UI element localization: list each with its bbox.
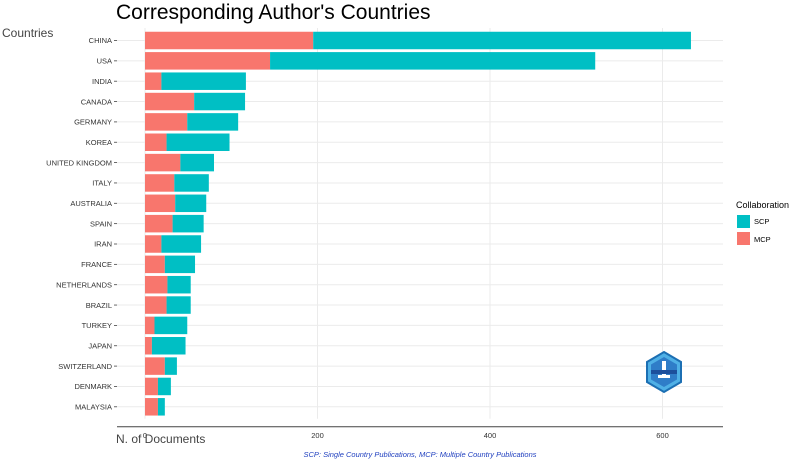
legend-label-scp: SCP xyxy=(754,217,769,226)
bar-scp-korea xyxy=(166,133,230,151)
y-tick-label: CHINA xyxy=(89,36,112,45)
bar-scp-japan xyxy=(151,337,186,355)
y-tick-label: IRAN xyxy=(94,240,112,249)
y-tick-label: UNITED KINGDOM xyxy=(46,158,112,167)
y-tick-label: FRANCE xyxy=(81,260,112,269)
legend: Collaboration SCP MCP xyxy=(736,200,789,245)
bar-mcp-australia xyxy=(145,194,176,213)
bar-mcp-korea xyxy=(145,133,167,151)
bar-scp-italy xyxy=(174,174,209,192)
bar-mcp-india xyxy=(145,72,162,90)
y-tick-label: DENMARK xyxy=(74,382,112,391)
legend-title: Collaboration xyxy=(736,200,789,210)
legend-swatch-mcp xyxy=(737,232,750,245)
y-tick-label: BRAZIL xyxy=(86,301,112,310)
bar-scp-switzerland xyxy=(164,357,177,375)
bar-mcp-japan xyxy=(145,337,152,355)
caption: SCP: Single Country Publications, MCP: M… xyxy=(303,450,536,459)
bar-mcp-canada xyxy=(145,92,195,111)
bar-mcp-switzerland xyxy=(145,357,165,375)
x-tick-label: 600 xyxy=(656,431,669,440)
bar-mcp-france xyxy=(145,255,165,274)
y-tick-label: TURKEY xyxy=(82,321,112,330)
legend-label-mcp: MCP xyxy=(754,235,771,244)
x-tick-label: 0 xyxy=(143,431,147,440)
y-axis-title: Countries xyxy=(2,26,53,40)
bar-scp-usa xyxy=(270,52,596,70)
bar-mcp-denmark xyxy=(145,377,158,396)
bar-scp-turkey xyxy=(154,316,188,335)
bar-scp-france xyxy=(164,255,196,274)
bar-mcp-iran xyxy=(145,235,162,253)
bar-scp-brazil xyxy=(166,296,191,314)
bibliometrix-logo-icon xyxy=(646,350,682,394)
y-tick-label: CANADA xyxy=(81,97,112,106)
bar-scp-malaysia xyxy=(157,398,165,416)
legend-swatch-scp xyxy=(737,215,750,228)
x-axis-title: N. of Documents xyxy=(116,432,205,446)
bar-mcp-netherlands xyxy=(145,275,168,294)
y-tick-label: KOREA xyxy=(86,138,112,147)
bar-scp-canada xyxy=(194,92,246,111)
bar-mcp-italy xyxy=(145,174,175,192)
bar-mcp-turkey xyxy=(145,316,155,335)
bar-scp-india xyxy=(161,72,246,90)
bar-mcp-germany xyxy=(145,113,188,131)
y-tick-label: USA xyxy=(97,57,112,66)
bar-mcp-usa xyxy=(145,52,271,70)
bar-scp-germany xyxy=(187,113,239,131)
bar-scp-netherlands xyxy=(167,275,191,294)
bar-mcp-china xyxy=(145,31,314,50)
bar-scp-china xyxy=(313,31,691,50)
y-tick-labels: CHINA USA INDIA CANADA GERMANY KOREA UNITED KI… xyxy=(46,36,117,412)
y-tick-label: GERMANY xyxy=(74,118,112,127)
bars xyxy=(145,31,691,416)
x-tick-label: 200 xyxy=(311,431,324,440)
x-tick-label: 400 xyxy=(484,431,497,440)
bar-scp-iran xyxy=(161,235,202,253)
bar-mcp-united-kingdom xyxy=(145,153,181,172)
y-tick-label: ITALY xyxy=(92,179,112,188)
y-tick-label: INDIA xyxy=(92,77,112,86)
bar-scp-spain xyxy=(172,214,204,233)
bar-scp-australia xyxy=(175,194,207,213)
x-tick-labels: 0 200 400 600 xyxy=(143,431,669,440)
bar-scp-denmark xyxy=(157,377,171,396)
chart-title: Corresponding Author's Countries xyxy=(116,1,431,24)
bar-mcp-spain xyxy=(145,214,173,233)
y-tick-label: SPAIN xyxy=(90,219,112,228)
y-tick-label: MALAYSIA xyxy=(75,403,112,412)
y-tick-label: JAPAN xyxy=(88,341,112,350)
y-tick-label: AUSTRALIA xyxy=(70,199,112,208)
bar-scp-united-kingdom xyxy=(180,153,214,172)
y-tick-label: SWITZERLAND xyxy=(58,362,112,371)
bar-mcp-malaysia xyxy=(145,398,158,416)
y-tick-label: NETHERLANDS xyxy=(56,280,112,289)
bar-mcp-brazil xyxy=(145,296,167,314)
